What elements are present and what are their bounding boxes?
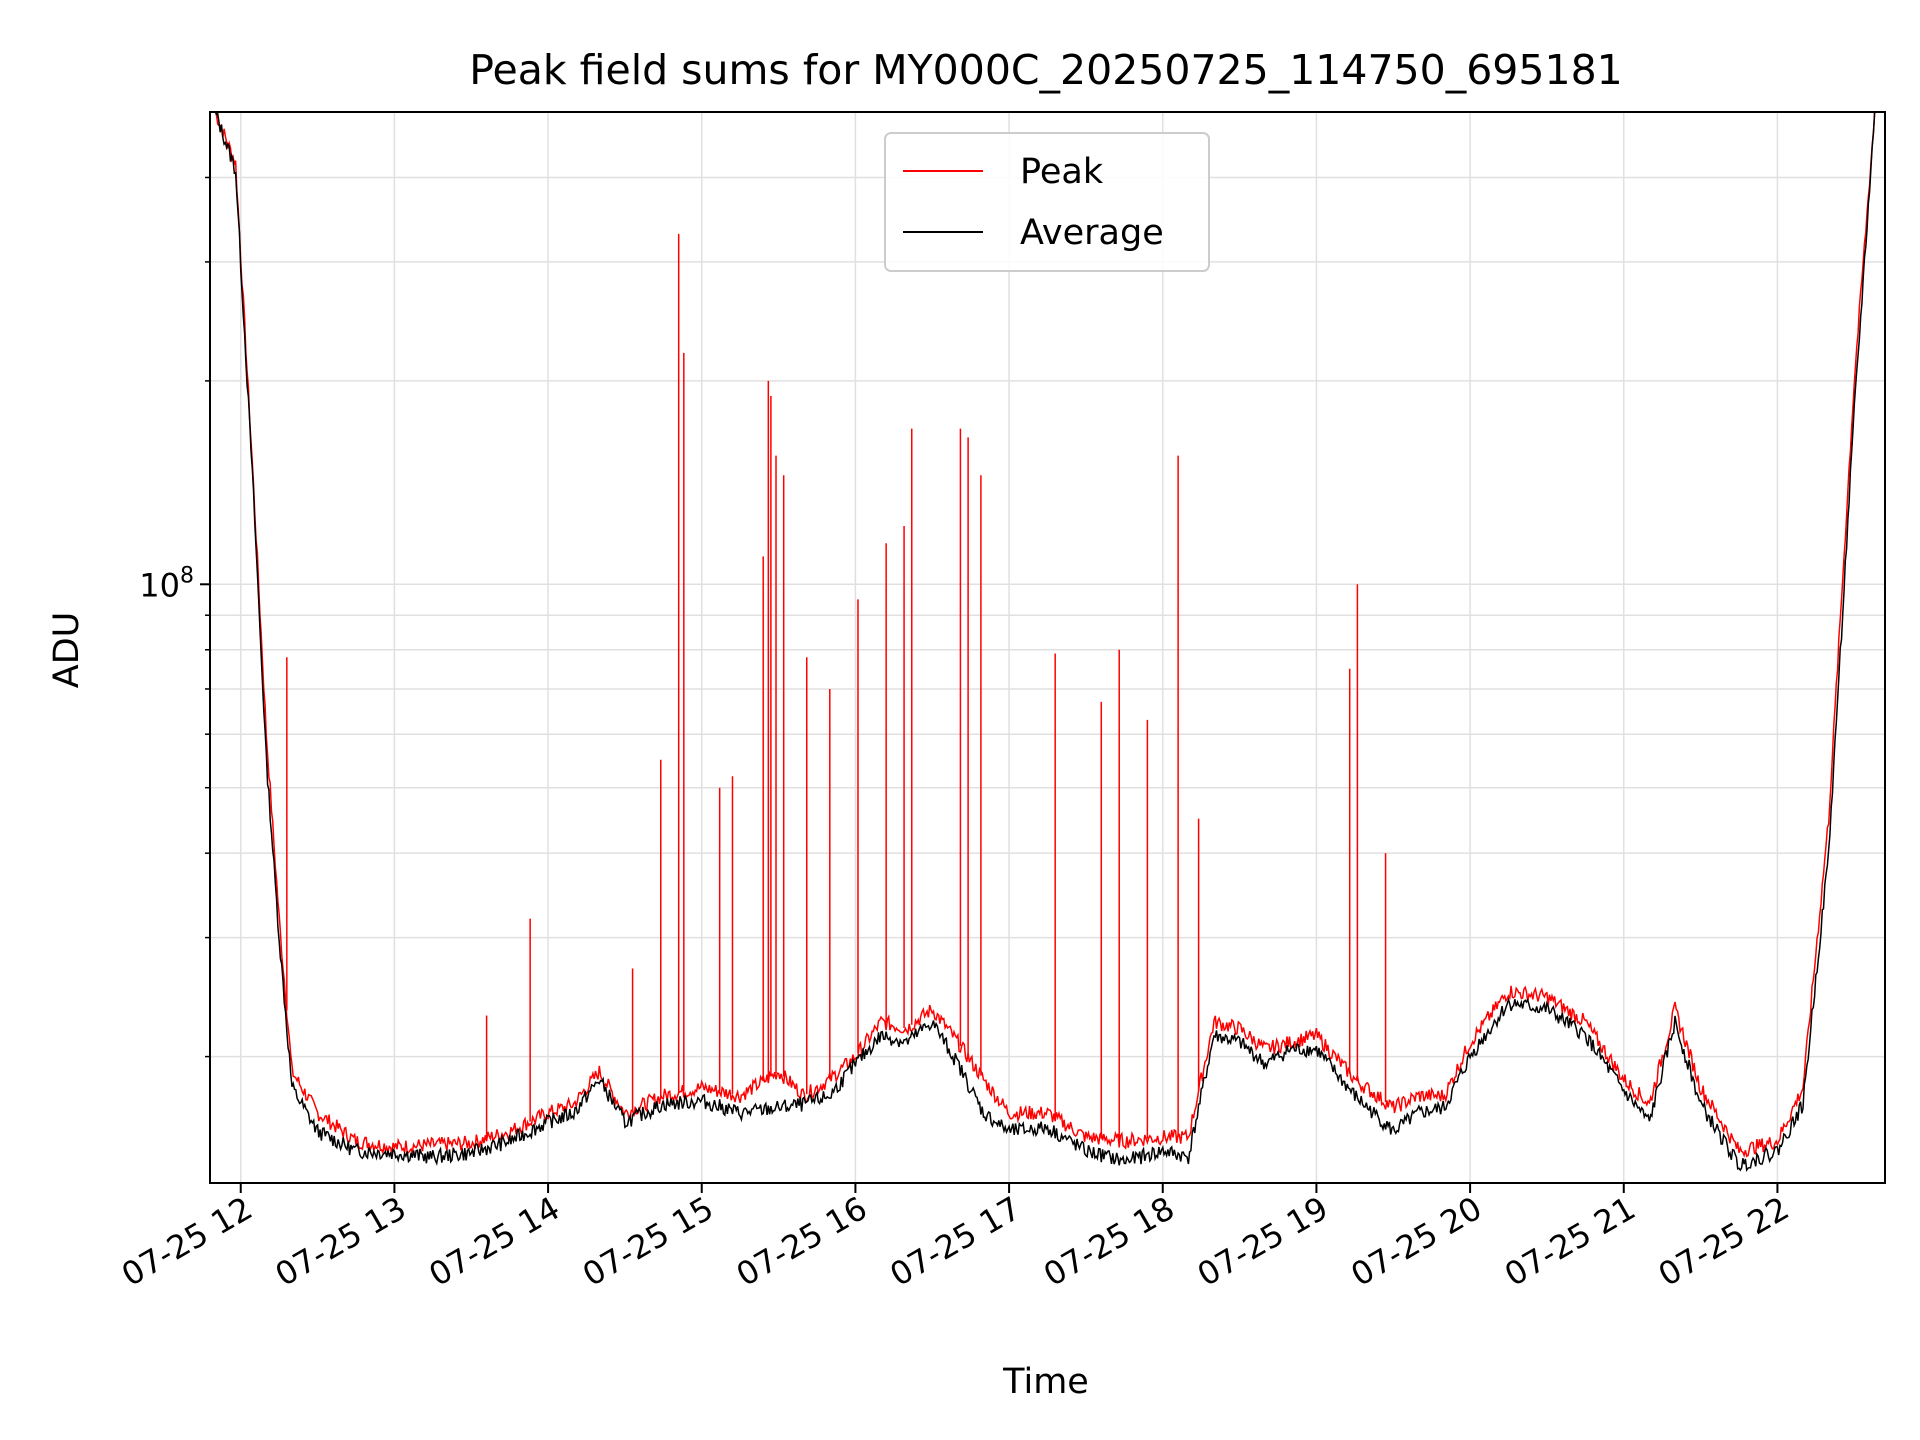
x-axis-label: Time: [1002, 1362, 1089, 1402]
series-line-peak: [214, 112, 1876, 1158]
legend-label-peak: Peak: [1020, 152, 1104, 192]
legend: Peak Average: [884, 132, 1210, 272]
y-axis-ticks: 108: [139, 176, 210, 1058]
legend-label-average: Average: [1020, 213, 1164, 253]
legend-box: [884, 132, 1210, 272]
plot-frame: [209, 111, 1886, 1184]
chart-title: Peak field sums for MY000C_20250725_1147…: [469, 46, 1623, 94]
series-line-average: [215, 112, 1876, 1173]
y-tick-label: 108: [139, 563, 194, 604]
data-series: [214, 112, 1876, 1173]
y-axis-label: ADU: [47, 612, 87, 689]
